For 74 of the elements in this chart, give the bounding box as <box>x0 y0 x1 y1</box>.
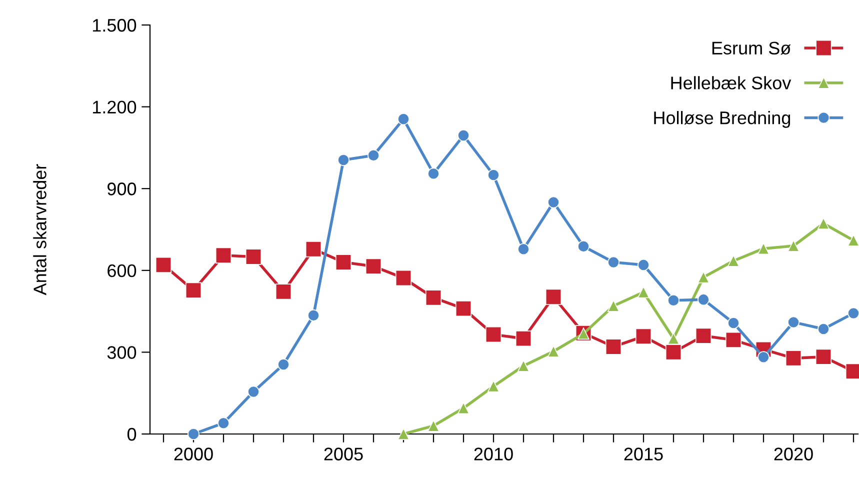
point <box>398 428 410 440</box>
point <box>338 154 350 166</box>
point <box>638 286 650 298</box>
point <box>425 290 442 306</box>
point <box>335 254 352 270</box>
point <box>245 248 262 265</box>
point <box>815 348 832 365</box>
point <box>308 309 320 322</box>
y-axis-title: Antal skarvreder <box>33 164 46 296</box>
point <box>458 402 470 414</box>
point <box>428 168 440 180</box>
point <box>548 345 560 358</box>
y-tick-label: 300 <box>107 346 136 359</box>
y-tick-label: 600 <box>108 264 136 278</box>
x-tick-label: 2005 <box>324 448 363 460</box>
point <box>185 282 202 298</box>
point <box>545 288 562 305</box>
point <box>665 344 682 360</box>
x-tick-label: 2020 <box>774 448 813 460</box>
point <box>695 328 712 344</box>
point <box>605 338 622 355</box>
x-tick-label: 2015 <box>624 448 663 460</box>
point <box>698 271 710 284</box>
point <box>458 129 470 142</box>
point <box>818 323 830 335</box>
point <box>398 113 410 126</box>
point <box>608 300 620 312</box>
point <box>788 240 800 252</box>
point <box>428 420 440 432</box>
point <box>455 300 472 317</box>
point <box>275 284 292 300</box>
point <box>515 330 532 347</box>
point <box>668 294 680 306</box>
point <box>368 149 380 162</box>
point <box>785 350 802 366</box>
point <box>155 256 172 274</box>
point <box>215 247 232 264</box>
point <box>788 316 800 328</box>
legend-label: Esrum Sø <box>712 42 791 55</box>
point <box>725 332 742 348</box>
point <box>518 360 530 372</box>
point <box>218 417 230 430</box>
point <box>698 294 710 306</box>
point <box>728 317 740 329</box>
point <box>578 240 590 252</box>
point <box>488 380 500 392</box>
legend-label: Holløse Bredning <box>654 111 790 128</box>
point <box>365 258 382 274</box>
point <box>818 218 830 230</box>
point <box>518 243 530 256</box>
point <box>728 254 740 267</box>
y-tick-label: 1.500 <box>93 18 136 32</box>
y-tick-label: 0 <box>127 428 136 441</box>
point <box>668 332 680 345</box>
point <box>188 428 200 440</box>
point <box>248 386 260 398</box>
point <box>548 196 560 208</box>
point <box>638 258 650 271</box>
y-tick-label: 900 <box>108 182 136 196</box>
x-tick-label: 2000 <box>174 448 213 460</box>
legend-label: Hellebæk Skov <box>671 76 792 90</box>
point <box>485 326 502 343</box>
point <box>758 242 770 255</box>
point <box>635 328 652 344</box>
point <box>278 358 290 370</box>
y-tick-label: 1.200 <box>93 100 136 114</box>
point <box>848 234 859 246</box>
point <box>395 270 412 286</box>
point <box>488 168 500 181</box>
x-tick-label: 2010 <box>474 448 513 460</box>
point <box>848 307 859 320</box>
point <box>608 256 620 268</box>
point <box>305 241 322 258</box>
point <box>758 351 770 364</box>
